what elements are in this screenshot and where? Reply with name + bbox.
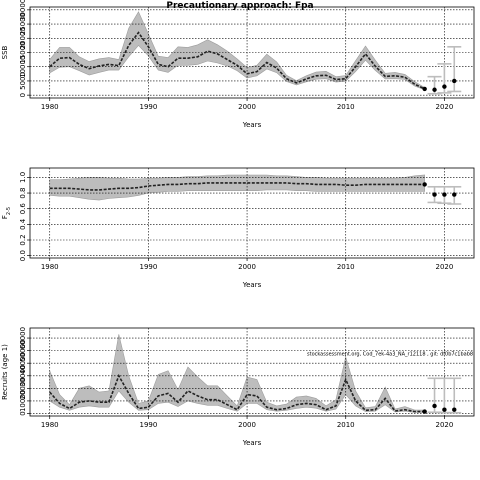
y-tick-label: 15000 <box>19 41 27 63</box>
y-axis-label: Recruits (age 1) <box>1 344 9 400</box>
x-axis-label: Years <box>242 121 262 129</box>
y-tick-label: 50000 <box>19 339 27 361</box>
projection-point <box>432 403 437 409</box>
projection-point <box>442 192 447 197</box>
x-tick-label: 1990 <box>139 421 157 429</box>
last-estimate-point <box>422 182 427 187</box>
x-tick-label: 1990 <box>139 103 157 111</box>
y-tick-label: 40000 <box>19 352 27 374</box>
last-estimate-point <box>422 86 427 92</box>
y-tick-label: 5000 <box>19 72 27 90</box>
source-annotation: stockassessment.org, Cod_7ek-4a3_NA_r121… <box>307 352 473 358</box>
x-tick-label: 2000 <box>238 263 256 271</box>
projection-point <box>442 84 447 89</box>
x-axis-label: Years <box>242 281 262 289</box>
x-tick-label: 2020 <box>435 421 453 429</box>
y-tick-label: 0 <box>19 93 27 97</box>
x-axis-label: Years <box>242 439 262 447</box>
plot-frame <box>29 327 475 417</box>
x-tick-label: 1980 <box>41 103 59 111</box>
y-tick-label: 60000 <box>19 327 27 349</box>
y-tick-label: 25000 <box>19 13 27 35</box>
panel-ssb: 1980 1990 2000 2010 2020 0 5000100001500020000… <box>1 0 475 129</box>
y-tick-label: 1.0 <box>19 172 27 183</box>
confidence-band <box>49 11 425 91</box>
y-axis-label: F2-5 <box>1 207 12 219</box>
confidence-band <box>49 174 425 201</box>
estimate-line <box>49 373 425 413</box>
x-tick-label: 2010 <box>337 263 355 271</box>
x-tick-label: 2000 <box>238 103 256 111</box>
x-tick-label: 1980 <box>41 263 59 271</box>
chart-title: Precautionary approach: Fpa <box>166 1 313 11</box>
y-tick-label: 0.4 <box>19 218 27 230</box>
last-estimate-point <box>422 409 427 414</box>
y-tick-label: 0.8 <box>19 187 27 198</box>
x-tick-label: 2020 <box>435 103 453 111</box>
y-tick-label: 10000 <box>19 390 27 412</box>
y-tick-label: 30000 <box>19 365 27 387</box>
x-tick-label: 2000 <box>238 421 256 429</box>
estimate-line <box>49 31 426 90</box>
x-tick-label: 1980 <box>41 421 59 429</box>
projection-point <box>432 87 437 92</box>
x-tick-label: 1990 <box>139 263 157 271</box>
y-tick-label: 10000 <box>19 56 27 78</box>
projection-point <box>442 407 447 412</box>
y-tick-label: 30000 <box>19 0 27 21</box>
x-tick-label: 2010 <box>337 421 355 429</box>
projection-point <box>452 192 457 197</box>
y-tick-label: 0.6 <box>19 203 27 215</box>
panel-f: 1980 1990 2000 2010 2020 0.0 0.2 0.4 0.6 0.8 1.0 Ye… <box>1 167 475 289</box>
y-tick-label: 20000 <box>19 27 27 49</box>
projection-point <box>452 78 457 84</box>
y-tick-label: 0 <box>19 411 27 415</box>
projection-point <box>452 407 457 412</box>
y-axis-label: SSB <box>1 45 9 59</box>
x-tick-label: 2010 <box>337 103 355 111</box>
x-tick-label: 2020 <box>435 263 453 271</box>
y-tick-label: 0.0 <box>19 250 27 261</box>
panel-recruits: 1980 1990 2000 2010 2020 01000020000300004000… <box>1 327 475 447</box>
estimate-line <box>49 182 425 191</box>
y-tick-label: 0.2 <box>19 234 27 245</box>
projection-point <box>432 192 437 197</box>
y-tick-label: 20000 <box>19 377 27 399</box>
plot-frame <box>29 167 475 259</box>
